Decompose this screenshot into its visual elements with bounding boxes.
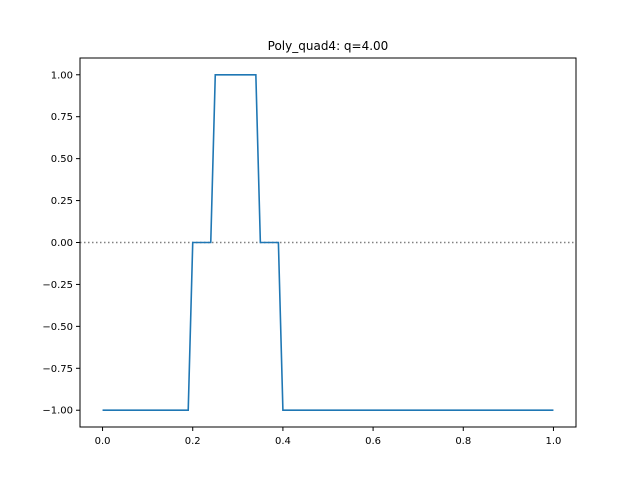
y-tick-label: 0.75 [51, 112, 73, 123]
x-tick-label: 0.4 [275, 436, 291, 447]
x-tick-label: 0.8 [455, 436, 471, 447]
y-tick-label: −0.25 [42, 280, 73, 291]
y-tick-label: 0.25 [51, 196, 73, 207]
plot-area: 0.0 0.2 0.4 0.6 0.8 1.0 −1.00 −0.75 −0.50 −0.25 0.… [42, 57, 577, 447]
y-tick-label: 0.50 [51, 154, 73, 165]
chart-title: Poly_quad4: q=4.00 [268, 39, 389, 53]
y-tick-label: −1.00 [42, 406, 73, 417]
x-tick-label: 1.0 [546, 436, 562, 447]
series-line-0 [102, 73, 554, 412]
y-tick-label: 1.00 [51, 70, 73, 81]
x-tick-label: 0.0 [95, 436, 111, 447]
y-tick-label: 0.00 [51, 238, 73, 249]
x-tick-label: 0.2 [185, 436, 201, 447]
x-tick-label: 0.6 [365, 436, 381, 447]
y-tick-label: −0.50 [42, 322, 73, 333]
y-tick-label: −0.75 [42, 364, 73, 375]
